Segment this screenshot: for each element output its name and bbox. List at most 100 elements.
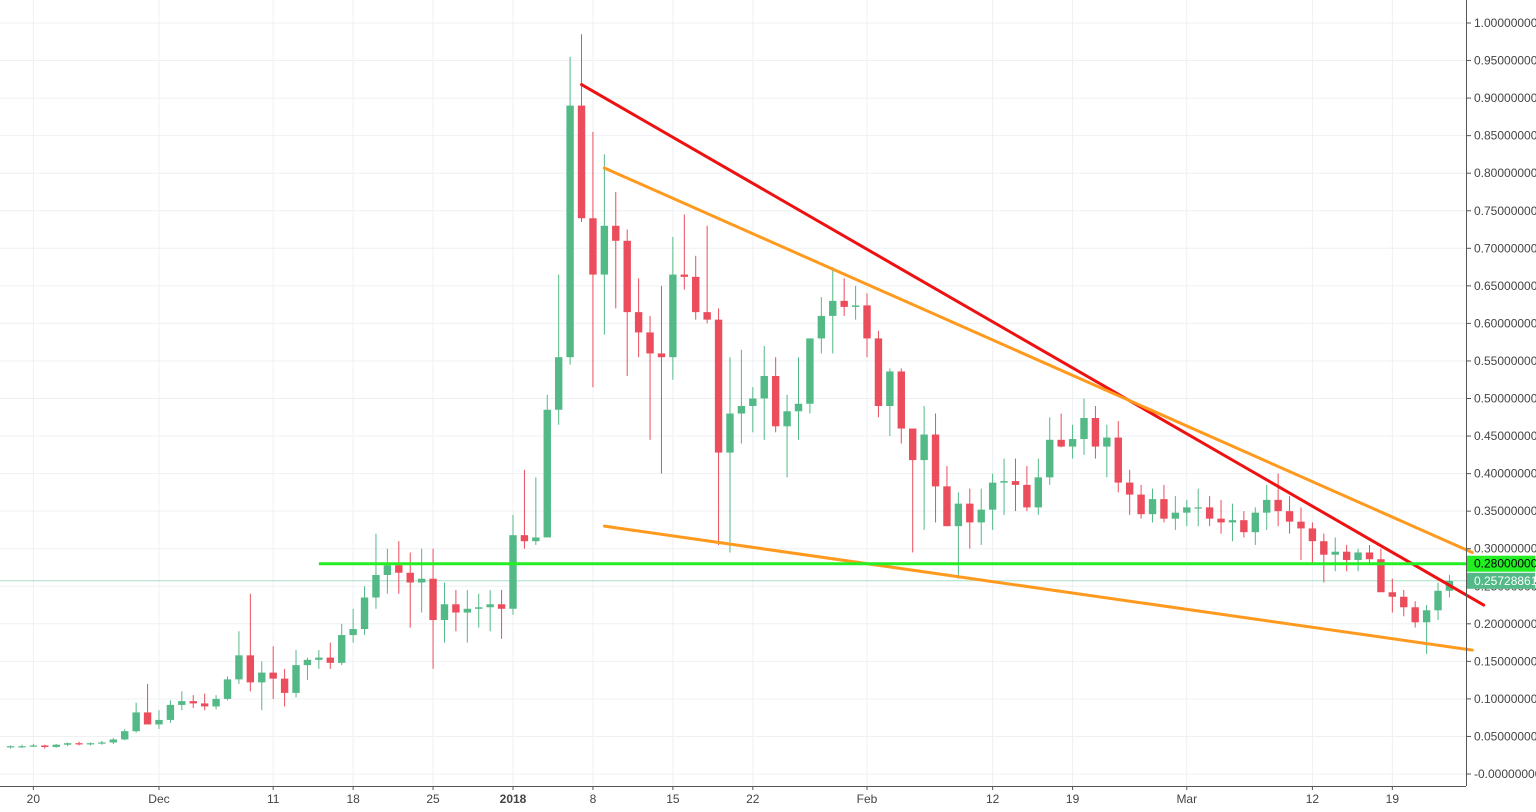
candle (1308, 522, 1317, 564)
x-tick-label: Feb (857, 792, 878, 806)
candles (6, 34, 1454, 749)
candle (338, 623, 346, 666)
candle (143, 683, 152, 725)
candle-body (1103, 437, 1111, 447)
candle (920, 406, 928, 530)
candle (1251, 507, 1259, 545)
candle-body (1057, 439, 1065, 447)
candle-body (429, 578, 437, 621)
candle (760, 345, 768, 440)
candle-body (200, 703, 209, 707)
candle-body (966, 503, 974, 523)
candle (349, 608, 357, 643)
candle-body (1091, 418, 1100, 447)
candle-body (1125, 482, 1134, 495)
candle (429, 548, 437, 669)
candle-body (1354, 552, 1362, 560)
candle-body (1342, 551, 1351, 560)
candle-body (1171, 512, 1180, 519)
candle (943, 466, 951, 527)
candle-body (897, 371, 905, 429)
candle (292, 650, 300, 698)
candle (749, 387, 757, 433)
candle (475, 593, 483, 628)
candle (806, 338, 814, 414)
candle (692, 255, 700, 320)
candle (1365, 544, 1374, 564)
candle (280, 668, 289, 707)
candle-body (18, 746, 26, 748)
candle-body (829, 300, 837, 316)
candle (6, 745, 15, 749)
candle-body (749, 398, 757, 407)
candle-body (840, 300, 848, 307)
candle (669, 237, 677, 380)
candle (155, 710, 163, 729)
candle-body (497, 604, 506, 609)
candle-body (98, 742, 106, 744)
candle (41, 744, 49, 749)
candle-body (1365, 552, 1374, 560)
candle-body (52, 744, 60, 747)
candle (235, 631, 243, 684)
y-tick-label: 0.60000000 (1474, 316, 1536, 330)
x-tick-label: 19 (1386, 792, 1400, 806)
candle-body (155, 719, 163, 725)
candle-body (212, 698, 220, 707)
candle-body (520, 535, 529, 542)
candle-body (566, 105, 574, 358)
candle-body (509, 535, 517, 609)
candle (954, 492, 963, 579)
candle (589, 131, 597, 388)
candle (63, 742, 72, 747)
trendline (580, 83, 1486, 607)
trendlines (318, 83, 1486, 652)
candle (1000, 458, 1008, 515)
y-tick-label: 0.85000000 (1474, 129, 1536, 143)
candle (1160, 484, 1168, 523)
candle-body (143, 712, 152, 725)
candle-body (303, 659, 312, 666)
x-tick-label: 25 (426, 792, 440, 806)
candle (86, 742, 95, 746)
candle (863, 293, 871, 358)
candle-body (280, 678, 289, 693)
candle-body (589, 218, 597, 275)
candle-body (349, 629, 357, 636)
candle (98, 740, 106, 745)
x-tick-label: 12 (1306, 792, 1320, 806)
candle-body (372, 574, 380, 598)
candle (1205, 496, 1214, 527)
x-tick-label: 18 (346, 792, 360, 806)
candle-body (600, 225, 609, 275)
candle (977, 488, 985, 545)
candle (646, 315, 654, 440)
y-tick-label: 0.90000000 (1474, 91, 1536, 105)
y-tick-label: 0.30000000 (1474, 542, 1536, 556)
candle (634, 278, 643, 358)
candle-body (988, 482, 997, 510)
candle-body (1388, 592, 1397, 597)
candle-body (1285, 511, 1294, 522)
trendline (602, 524, 1474, 652)
candle (1125, 469, 1134, 515)
candle-body (874, 338, 883, 407)
candle-body (41, 745, 49, 747)
candle-body (292, 665, 300, 693)
candle-body (1023, 484, 1031, 508)
candle (520, 469, 529, 549)
y-tick-label: 0.10000000 (1474, 692, 1536, 706)
candle-body (269, 672, 277, 679)
x-tick-label: 2018 (500, 792, 527, 806)
candle (1342, 544, 1351, 572)
candle (121, 728, 129, 741)
candle (623, 229, 631, 376)
candle (1148, 488, 1157, 523)
candle-body (1034, 477, 1043, 508)
candle-body (338, 635, 346, 663)
candle-body (1263, 499, 1271, 513)
candle-body (440, 604, 449, 621)
candle-body (1251, 512, 1259, 533)
